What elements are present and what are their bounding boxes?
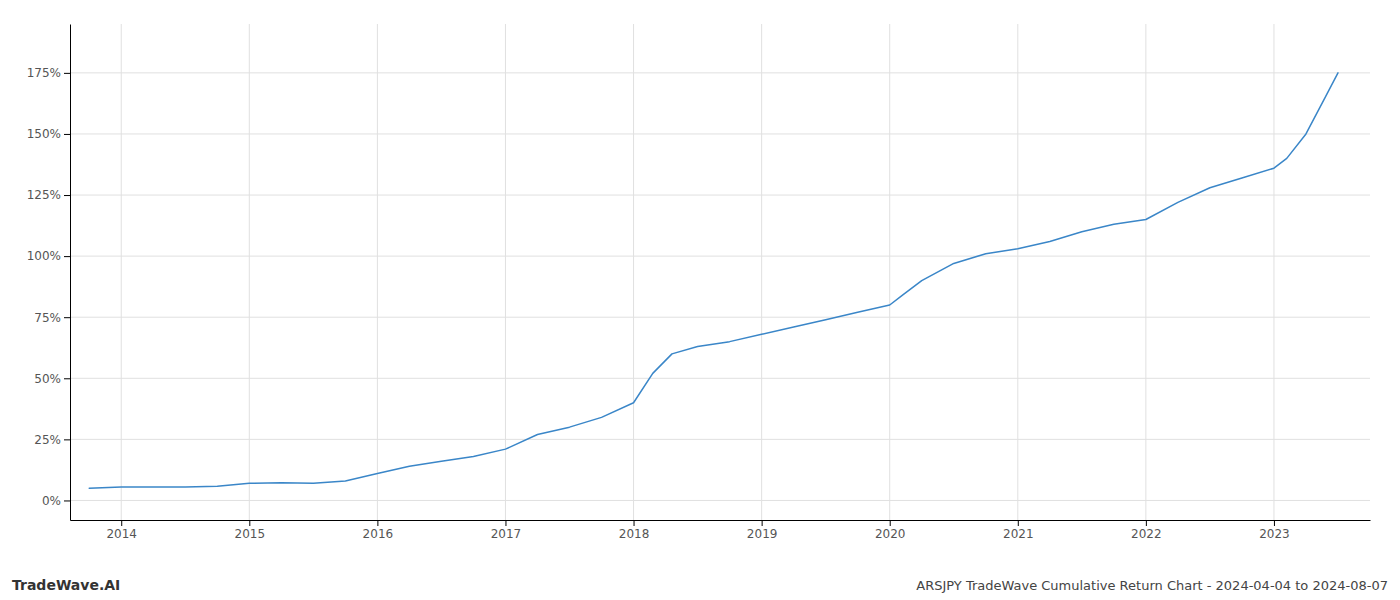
tick-mark <box>64 195 70 196</box>
grid-line <box>70 256 1370 257</box>
tick-label: 0% <box>42 494 61 508</box>
plot: 2014 2015 2016 2017 2018 2019 2020 2021 2022 2023… <box>27 24 1371 541</box>
tick-mark <box>64 500 70 501</box>
tick-label: 2022 <box>1131 527 1162 541</box>
tick-mark <box>890 520 891 526</box>
tick: 2023 <box>1259 520 1290 541</box>
grid <box>70 24 1370 520</box>
line <box>89 73 1338 488</box>
tick-mark <box>377 520 378 526</box>
tick-label: 125% <box>27 188 61 202</box>
tick-mark <box>505 520 506 526</box>
tick-label: 2019 <box>747 527 778 541</box>
tick: 100% <box>27 249 70 263</box>
grid-line <box>121 24 122 520</box>
tick: 50% <box>34 372 70 386</box>
tick: 2022 <box>1131 520 1162 541</box>
grid-line <box>70 133 1370 134</box>
tick-mark <box>64 439 70 440</box>
tick-label: 2023 <box>1259 527 1290 541</box>
tick-mark <box>64 378 70 379</box>
grid-line <box>1273 24 1274 520</box>
grid-line <box>70 195 1370 196</box>
tick-mark <box>249 520 250 526</box>
chart: 2014 2015 2016 2017 2018 2019 2020 2021 2022 2023… <box>0 0 1400 600</box>
grid-line <box>377 24 378 520</box>
tick-label: 2021 <box>1003 527 1034 541</box>
tick-label: 100% <box>27 249 61 263</box>
tick-mark <box>64 317 70 318</box>
grid-line <box>70 317 1370 318</box>
tick: 2019 <box>747 520 778 541</box>
tick-mark <box>64 73 70 74</box>
axis-line <box>71 520 1371 521</box>
tick-label: 2020 <box>875 527 906 541</box>
title: ARSJPY TradeWave Cumulative Return Chart… <box>916 578 1388 593</box>
x-axis: 2014 2015 2016 2017 2018 2019 2020 2021 2022 2023 <box>71 520 1371 541</box>
grid-line <box>633 24 634 520</box>
marks <box>89 73 1338 488</box>
grid-line <box>249 24 250 520</box>
tick: 75% <box>34 311 70 325</box>
tick-label: 2014 <box>106 527 137 541</box>
tick: 2018 <box>619 520 650 541</box>
tick-label: 2016 <box>363 527 394 541</box>
tick: 2017 <box>491 520 522 541</box>
tick-label: 150% <box>27 127 61 141</box>
grid-line <box>70 72 1370 73</box>
tick-mark <box>64 134 70 135</box>
tick-label: 2018 <box>619 527 650 541</box>
tick: 2021 <box>1003 520 1034 541</box>
tick: 25% <box>34 433 70 447</box>
grid-line <box>70 500 1370 501</box>
grid-line <box>889 24 890 520</box>
tick: 175% <box>27 66 70 80</box>
tick-mark <box>1018 520 1019 526</box>
tick-mark <box>1274 520 1275 526</box>
grid-line <box>1145 24 1146 520</box>
grid-line <box>761 24 762 520</box>
annotation: TradeWave.AI <box>12 577 120 593</box>
tick-label: 2017 <box>491 527 522 541</box>
tick-label: 25% <box>34 433 61 447</box>
tick-label: 2015 <box>235 527 266 541</box>
grid-line <box>505 24 506 520</box>
tick-label: 75% <box>34 311 61 325</box>
tick-label: 50% <box>34 372 61 386</box>
tick: 2016 <box>363 520 394 541</box>
tick: 2014 <box>106 520 137 541</box>
tick: 2015 <box>235 520 266 541</box>
axis-line <box>70 25 71 521</box>
grid-line <box>1017 24 1018 520</box>
tick: 125% <box>27 188 70 202</box>
tick-mark <box>121 520 122 526</box>
y-axis: 0% 25% 50% 75% 100% 125% 150% 175% <box>27 25 71 521</box>
tick-mark <box>64 256 70 257</box>
grid-line <box>70 378 1370 379</box>
tick: 2020 <box>875 520 906 541</box>
tick-label: 175% <box>27 66 61 80</box>
tick-mark <box>634 520 635 526</box>
tick-mark <box>762 520 763 526</box>
tick: 0% <box>42 494 70 508</box>
tick: 150% <box>27 127 70 141</box>
tick-mark <box>1146 520 1147 526</box>
grid-line <box>70 439 1370 440</box>
